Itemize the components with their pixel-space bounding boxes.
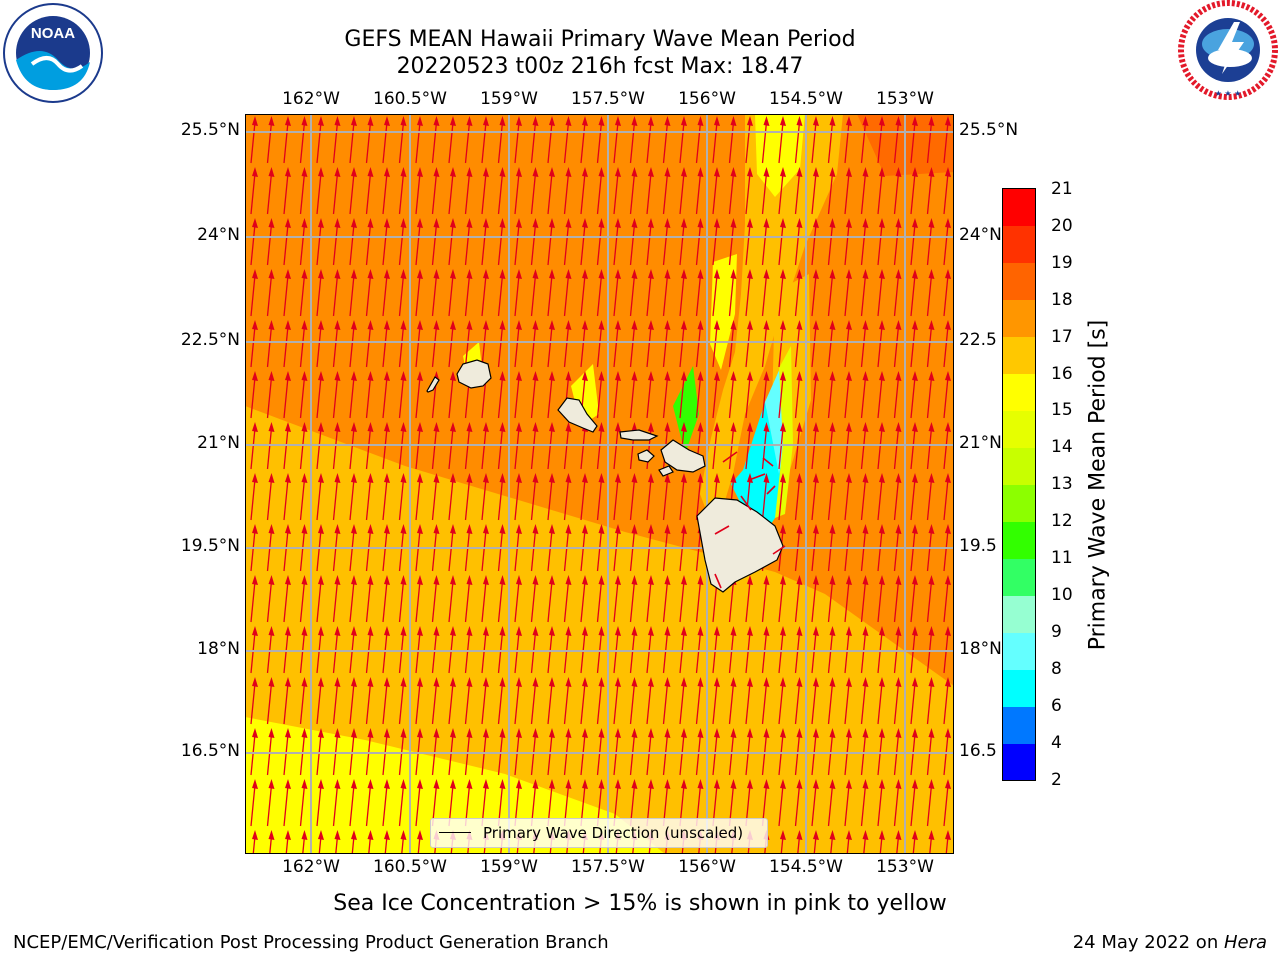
colorbar-tick-17: 17 [1051,327,1073,347]
colorbar-swatch-14 [1003,670,1035,707]
chart-title-line2: 20220523 t00z 216h fcst Max: 18.47 [396,54,804,79]
colorbar-tick-4: 4 [1051,733,1062,753]
lon-tick-top-3: 159°W [480,89,538,109]
colorbar-swatch-8 [1003,448,1035,485]
lon-tick-top-6: 154.5°W [769,89,843,109]
lon-tick-bottom-2: 160.5°W [373,857,447,877]
footer-date-text: 24 May 2022 on [1072,932,1224,953]
colorbar-swatch-7 [1003,411,1035,448]
lat-tick-left-6: 18°N [197,639,240,659]
lat-tick-left-2: 24°N [197,225,240,245]
lon-tick-top-7: 153°W [876,89,934,109]
island-hawaii [696,497,784,593]
lon-tick-top-1: 162°W [282,89,340,109]
island-kauai [456,359,492,389]
lon-tick-bottom-1: 162°W [282,857,340,877]
footer-credit: NCEP/EMC/Verification Post Processing Pr… [13,932,609,953]
islands [426,359,784,593]
colorbar-tick-10: 10 [1051,585,1073,605]
chart-title-line1: GEFS MEAN Hawaii Primary Wave Mean Perio… [344,27,856,52]
colorbar-tick-13: 13 [1051,474,1073,494]
colorbar-swatch-11 [1003,559,1035,596]
arrow-field [245,114,954,854]
colorbar-tick-15: 15 [1051,400,1073,420]
nws-logo: ★ ★ ★ [1178,0,1278,100]
colorbar-swatch-2 [1003,226,1035,263]
footer-date: 24 May 2022 on Hera [1073,932,1267,953]
lon-tick-top-5: 156°W [678,89,736,109]
colorbar-tick-18: 18 [1051,290,1073,310]
colorbar-tick-16: 16 [1051,364,1073,384]
lat-tick-left-4: 21°N [197,433,240,453]
map-panel [245,114,954,854]
colorbar-tick-21: 21 [1051,179,1073,199]
lon-tick-bottom-7: 153°W [876,857,934,877]
lat-tick-left-1: 25.5°N [180,120,240,140]
graticule [245,114,954,854]
colorbar [1002,188,1036,781]
colorbar-tick-8: 8 [1051,659,1062,679]
lat-tick-right-1: 25.5°N [959,120,1019,140]
colorbar-tick-6: 6 [1051,696,1062,716]
lon-tick-bottom-4: 157.5°W [571,857,645,877]
lat-tick-right-4: 21°N [959,433,1002,453]
colorbar-swatch-12 [1003,596,1035,633]
colorbar-swatch-6 [1003,374,1035,411]
noaa-logo: NOAA [3,3,103,103]
island-oahu [557,397,598,433]
coast-arrows [714,451,786,589]
colorbar-tick-2: 2 [1051,770,1062,790]
lat-tick-left-7: 16.5°N [180,741,240,761]
colorbar-swatch-1 [1003,189,1035,226]
lat-tick-left-5: 19.5°N [180,536,240,556]
lon-tick-bottom-5: 156°W [678,857,736,877]
lat-tick-left-3: 22.5°N [180,330,240,350]
lat-tick-right-2: 24°N [959,225,1002,245]
legend-label: Primary Wave Direction (unscaled) [483,824,744,842]
island-niihau [426,376,440,393]
lon-tick-top-4: 157.5°W [571,89,645,109]
colorbar-tick-20: 20 [1051,216,1073,236]
colorbar-swatch-16 [1003,744,1035,780]
footer-machine: Hera [1223,932,1267,953]
colorbar-swatch-4 [1003,300,1035,337]
lon-tick-top-2: 160.5°W [373,89,447,109]
colorbar-tick-9: 9 [1051,622,1062,642]
lat-tick-right-6: 18°N [959,639,1002,659]
colorbar-swatch-15 [1003,707,1035,744]
sea-ice-note: Sea Ice Concentration > 15% is shown in … [333,891,947,916]
lon-tick-bottom-3: 159°W [480,857,538,877]
island-maui [660,439,706,473]
lat-tick-right-7: 16.5 [959,741,997,761]
colorbar-label: Primary Wave Mean Period [s] [1085,319,1111,651]
map-legend: Primary Wave Direction (unscaled) [430,818,768,848]
colorbar-swatch-9 [1003,485,1035,522]
colorbar-swatch-5 [1003,337,1035,374]
colorbar-swatch-3 [1003,263,1035,300]
island-lanai [637,449,655,463]
legend-line-swatch [439,832,471,833]
lon-tick-bottom-6: 154.5°W [769,857,843,877]
island-kahoolawe [658,465,674,477]
colorbar-swatch-13 [1003,633,1035,670]
noaa-logo-text: NOAA [31,25,75,42]
colorbar-tick-11: 11 [1051,548,1073,568]
svg-text:★ ★ ★: ★ ★ ★ [1215,89,1242,98]
colorbar-tick-14: 14 [1051,437,1073,457]
lat-tick-right-3: 22.5 [959,330,997,350]
colorbar-swatch-10 [1003,522,1035,559]
colorbar-tick-19: 19 [1051,253,1073,273]
lat-tick-right-5: 19.5 [959,536,997,556]
island-molokai [619,429,659,441]
colorbar-tick-12: 12 [1051,511,1073,531]
